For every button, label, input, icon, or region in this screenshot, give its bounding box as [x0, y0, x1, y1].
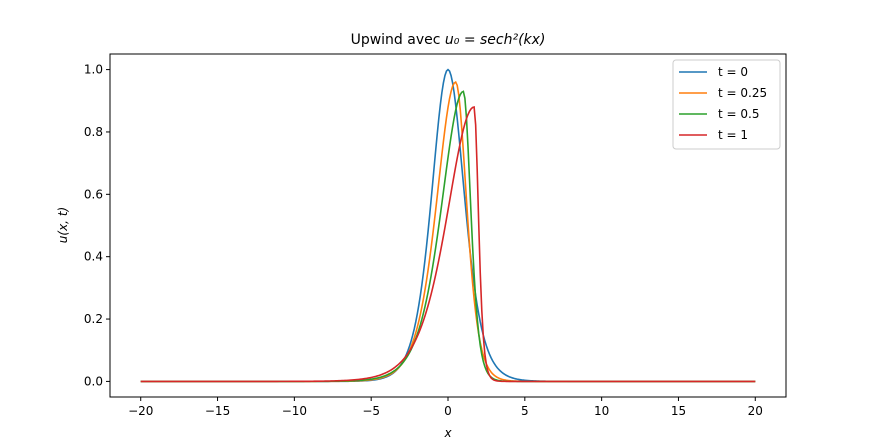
legend-label-2: t = 0.25 — [718, 86, 767, 100]
x-tick-label: −20 — [128, 404, 153, 418]
x-tick-label: 10 — [594, 404, 609, 418]
x-axis-label: x — [443, 426, 452, 440]
x-tick-label: 20 — [748, 404, 763, 418]
y-tick-label: 0.8 — [84, 125, 103, 139]
legend-box — [672, 59, 781, 150]
y-axis-label: u(x, t) — [56, 207, 70, 243]
y-tick-label: 1.0 — [84, 63, 103, 77]
y-tick-label: 0.0 — [84, 374, 103, 388]
x-tick-label: 15 — [671, 404, 686, 418]
legend-label-4: t = 1 — [718, 128, 748, 142]
x-tick-label: −15 — [205, 404, 230, 418]
x-tick-label: 0 — [444, 404, 452, 418]
chart-title: Upwind avec u₀ = sech²(kx) — [351, 32, 546, 48]
chart-title-math: u₀ = sech²(kx) — [445, 32, 546, 48]
x-tick-label: −10 — [282, 404, 307, 418]
chart-title-prefix: Upwind avec — [351, 32, 445, 48]
x-tick-label: 5 — [521, 404, 529, 418]
legend-label-3: t = 0.5 — [718, 107, 759, 121]
legend: t = 0 t = 0.25 t = 0.5 t = 1 — [672, 59, 781, 150]
legend-label-1: t = 0 — [718, 65, 748, 79]
series-line-3 — [140, 90, 756, 383]
y-tick-label: 0.2 — [84, 312, 103, 326]
series-line-2 — [140, 80, 756, 383]
y-axis: 0.0 0.2 0.4 0.6 0.8 1.0 — [84, 63, 110, 388]
x-tick-label: −5 — [362, 404, 380, 418]
x-axis: −20 −15 −10 −5 0 5 10 15 20 — [128, 397, 763, 418]
y-tick-label: 0.6 — [84, 187, 103, 201]
series-line-4 — [140, 105, 756, 383]
plot-area — [140, 68, 756, 383]
y-tick-label: 0.4 — [84, 250, 103, 264]
series-line-1 — [140, 68, 756, 383]
